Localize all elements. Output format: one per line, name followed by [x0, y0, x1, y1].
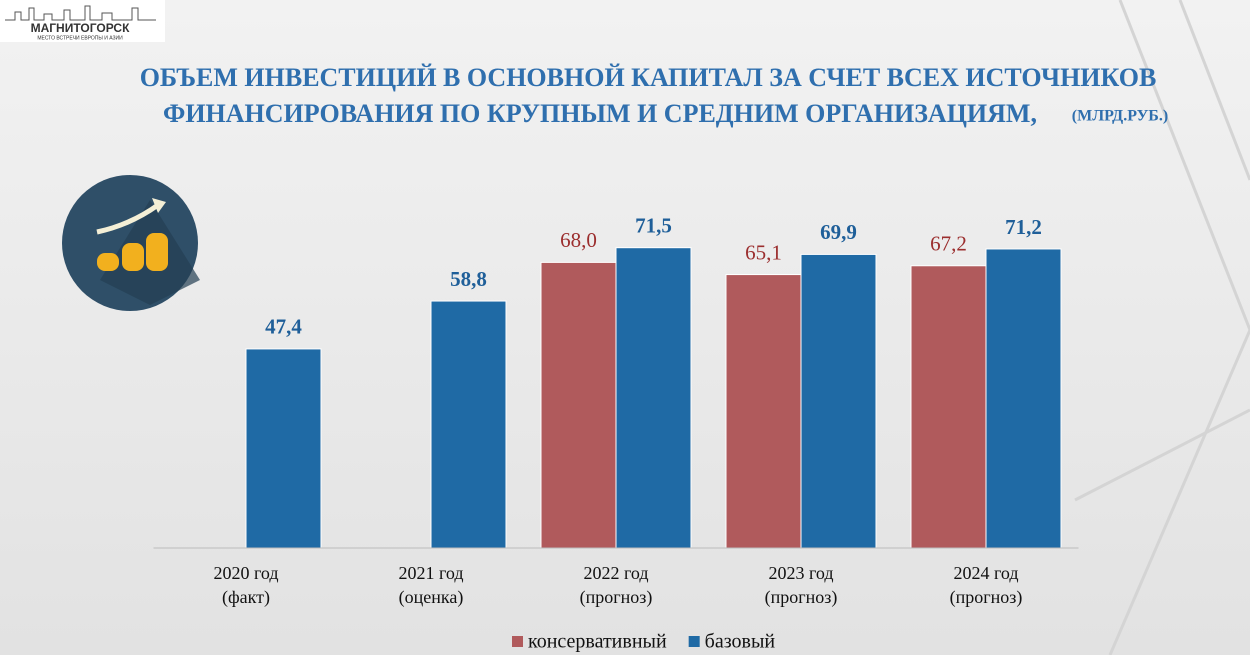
bar: [985, 248, 1062, 549]
legend-swatch: [512, 636, 523, 647]
bar: [725, 274, 802, 549]
bar: [910, 265, 987, 549]
value-label: 68,0: [560, 228, 597, 252]
bar: [540, 261, 617, 549]
value-label: 67,2: [930, 232, 967, 256]
bar: [615, 247, 692, 549]
bar: [800, 253, 877, 549]
bar: [245, 348, 322, 549]
legend-label: консервативный: [528, 631, 667, 653]
x-tick-label: 2021 год: [398, 563, 463, 583]
logo: МАГНИТОГОРСК МЕСТО ВСТРЕЧИ ЕВРОПЫ И АЗИИ: [0, 0, 165, 42]
x-tick-label: (оценка): [399, 587, 464, 608]
value-label: 65,1: [745, 240, 782, 264]
value-label: 58,8: [450, 267, 487, 291]
x-tick-label: 2024 год: [953, 563, 1018, 583]
chart-units: (МЛРД.РУБ.): [1072, 108, 1168, 125]
value-label: 71,5: [635, 214, 672, 238]
chart-title: ОБЪЕМ ИНВЕСТИЦИЙ В ОСНОВНОЙ КАПИТАЛ ЗА С…: [140, 63, 1157, 92]
bar: [430, 300, 507, 549]
chart-title: ФИНАНСИРОВАНИЯ ПО КРУПНЫМ И СРЕДНИМ ОРГА…: [163, 99, 1037, 128]
x-tick-label: (прогноз): [950, 587, 1023, 608]
value-label: 47,4: [265, 315, 302, 339]
x-tick-label: 2020 год: [213, 563, 278, 583]
legend-label: базовый: [705, 631, 776, 653]
value-label: 71,2: [1005, 215, 1042, 239]
icon: [62, 175, 200, 311]
logo-tagline: МЕСТО ВСТРЕЧИ ЕВРОПЫ И АЗИИ: [37, 35, 123, 41]
value-label: 69,9: [820, 220, 857, 244]
x-tick-label: (прогноз): [580, 587, 653, 608]
logo-name: МАГНИТОГОРСК: [31, 21, 130, 35]
legend-swatch: [688, 636, 700, 647]
decor-arrow: [1074, 0, 1250, 655]
x-tick-label: 2022 год: [583, 563, 648, 583]
x-tick-label: 2023 год: [768, 563, 833, 583]
x-tick-label: (прогноз): [765, 587, 838, 608]
x-tick-label: (факт): [222, 587, 270, 608]
